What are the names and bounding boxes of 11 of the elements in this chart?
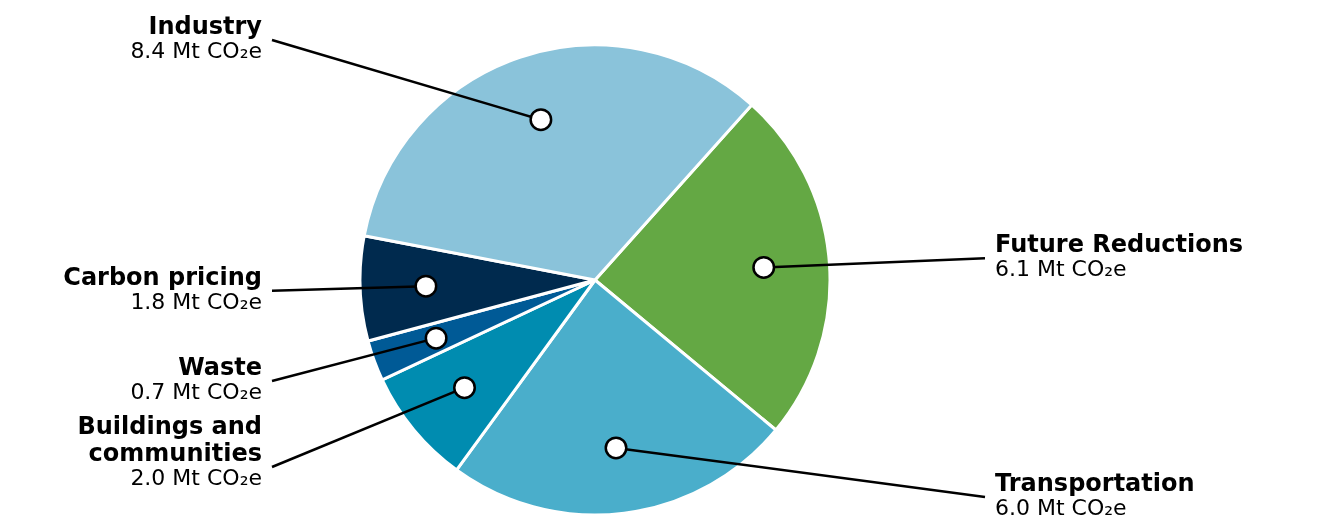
data-label: 6.1 Mt CO₂e — [995, 256, 1127, 282]
slice-label: Transportation — [995, 469, 1195, 497]
data-label: 2.0 Mt CO₂e — [130, 464, 262, 490]
slice-label: Buildings and communities — [77, 411, 262, 467]
slice-label: Industry — [148, 12, 263, 40]
data-label: 8.4 Mt CO₂e — [130, 38, 262, 63]
slice-label: Carbon pricing — [63, 262, 262, 291]
data-label: 6.0 Mt CO₂e — [995, 495, 1127, 520]
slice-label: Waste — [178, 352, 262, 381]
slice-label: Future Reductions — [995, 230, 1244, 259]
data-label: 0.7 Mt CO₂e — [130, 378, 262, 404]
